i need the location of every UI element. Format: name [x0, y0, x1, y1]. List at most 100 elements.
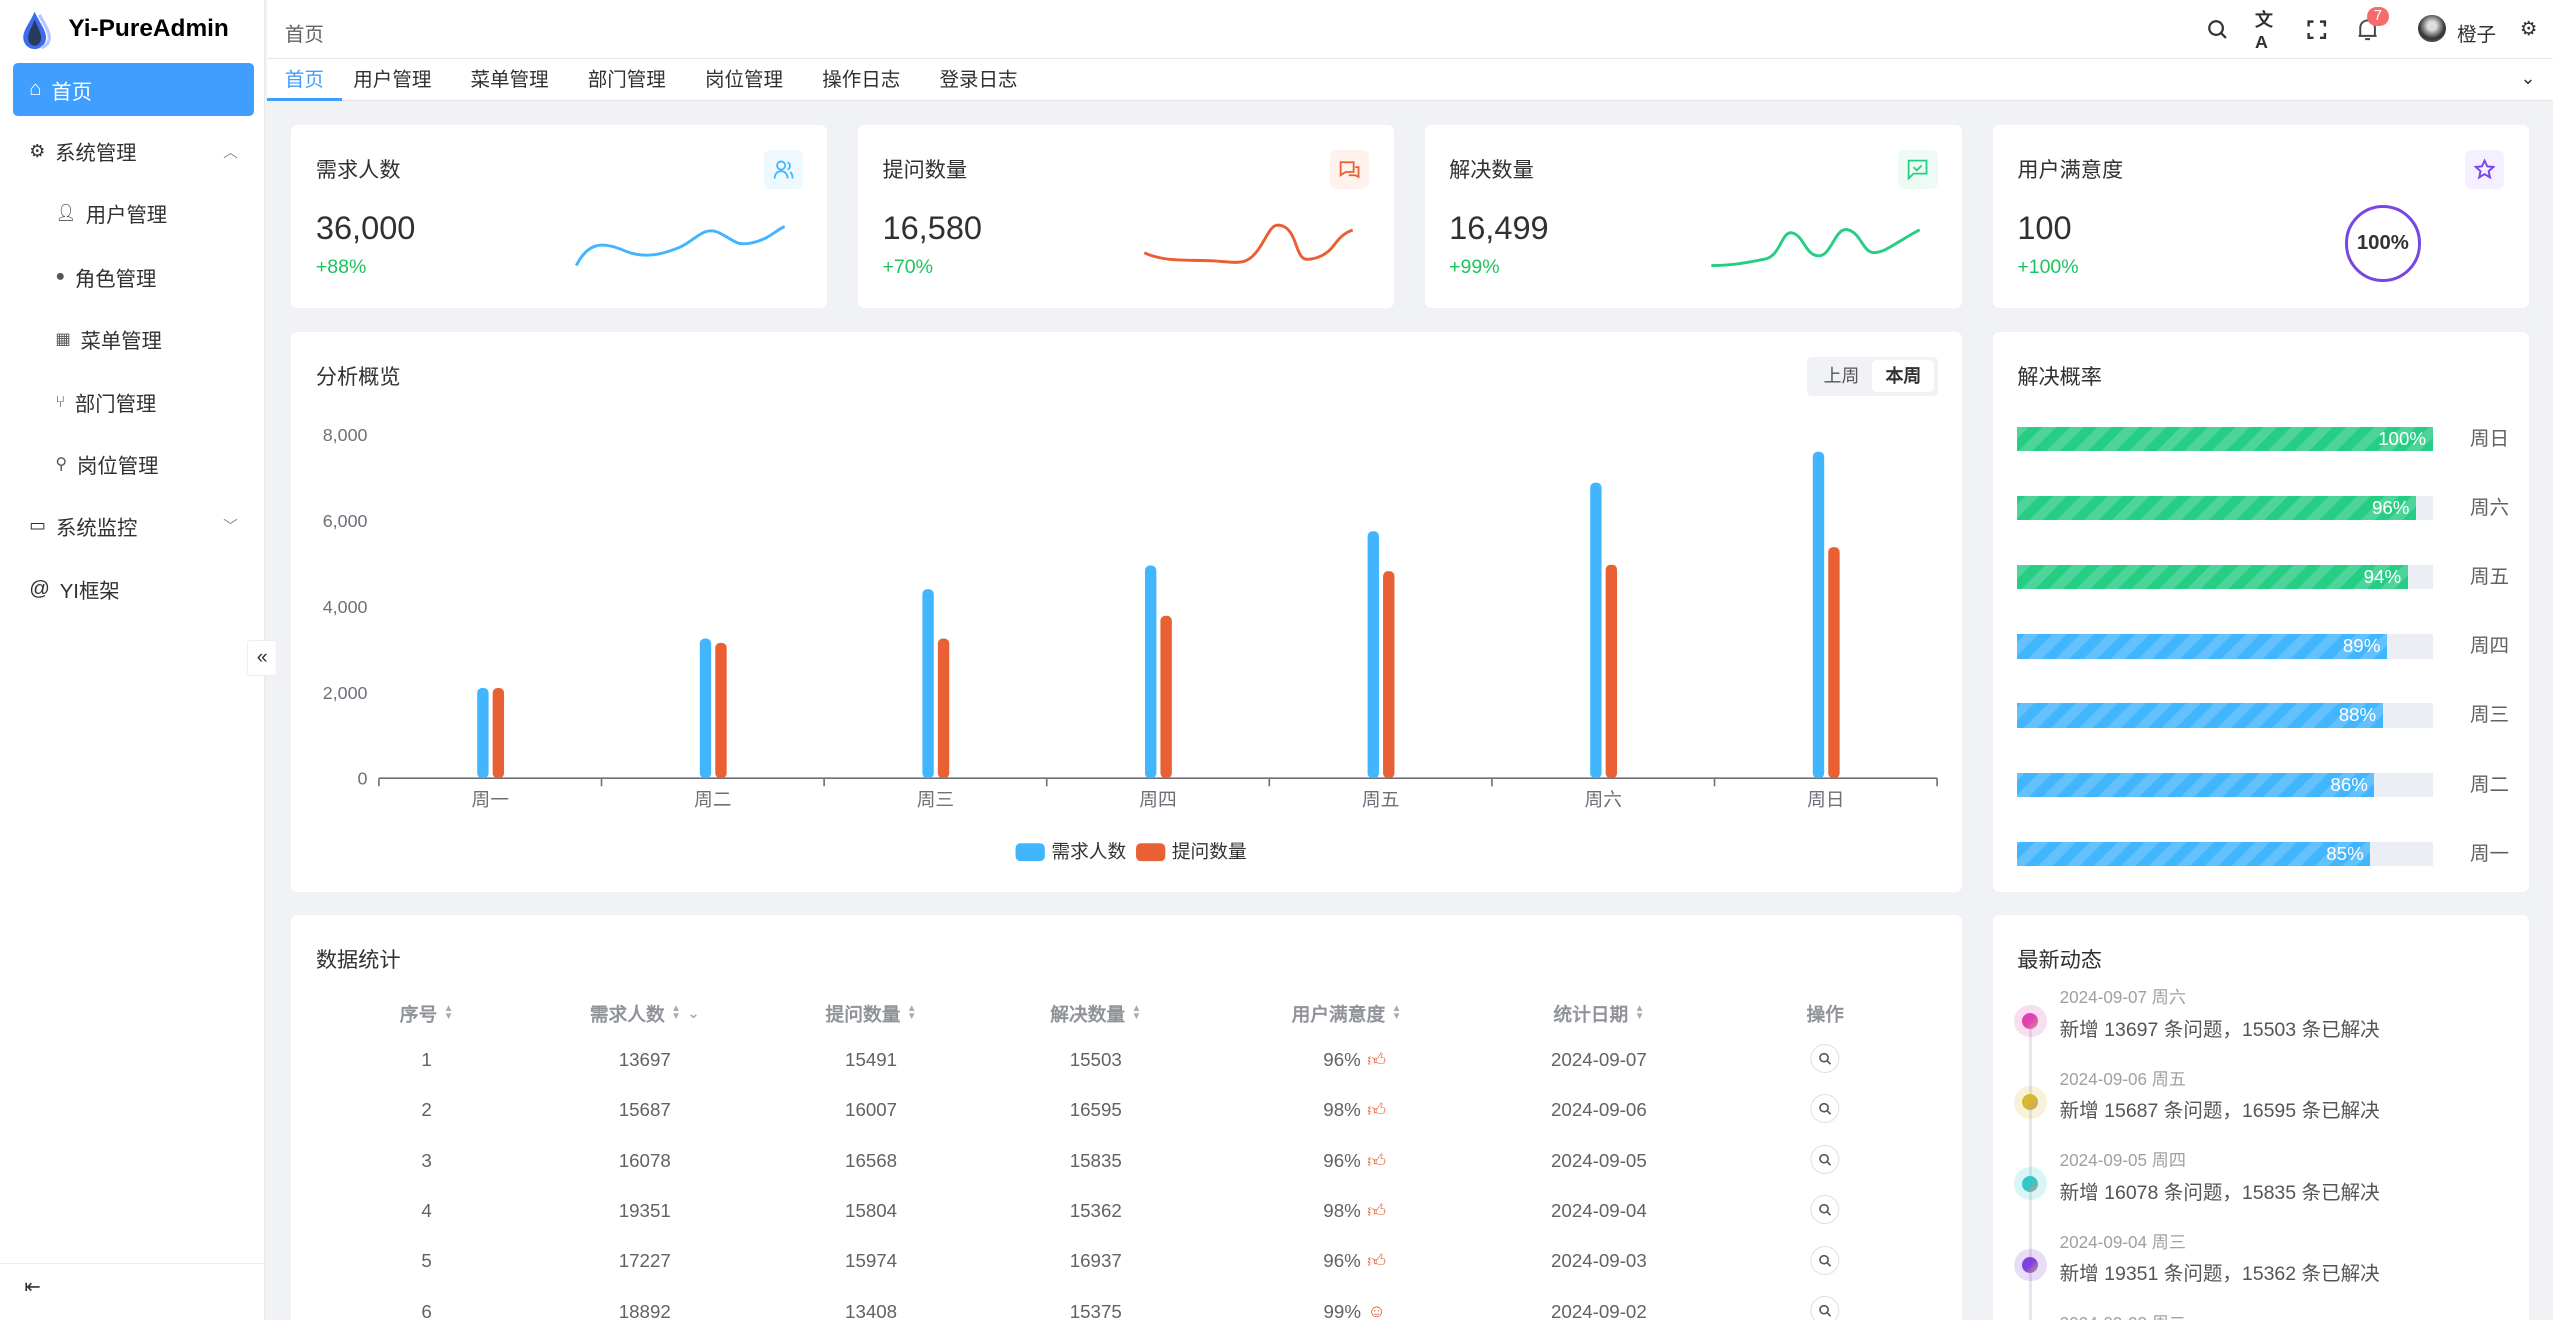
sort-caret-icon[interactable]: ▲ ▼: [906, 1003, 917, 1023]
sort-caret-icon[interactable]: ▲ ▼: [671, 1003, 681, 1023]
tab-departments[interactable]: 部门管理: [587, 68, 666, 91]
star-icon: [2465, 149, 2505, 189]
tab-operation-log[interactable]: 操作日志: [822, 68, 901, 91]
search-icon[interactable]: [2205, 16, 2231, 42]
view-button[interactable]: [1810, 1245, 1840, 1275]
fullscreen-icon[interactable]: [2304, 16, 2330, 42]
sidebar-item-monitor[interactable]: ▭ 系统监控 ﹀: [13, 500, 254, 552]
sidebar-item-yi-framework[interactable]: @ YI框架: [13, 563, 254, 615]
collapse-sidebar-icon[interactable]: ⇤: [24, 1275, 41, 1298]
tabs-dropdown-chevron-icon[interactable]: ⌄: [2520, 68, 2536, 89]
bar-questions[interactable]: [715, 642, 728, 779]
bar-demand[interactable]: [1368, 531, 1380, 779]
filter-chevron-icon[interactable]: ⌄: [687, 1005, 700, 1022]
stat-change: +100%: [2017, 255, 2079, 278]
branch-icon: ⑂: [55, 392, 66, 411]
sidebar-item-menus[interactable]: ▦ 菜单管理: [13, 313, 254, 365]
cell-value: 2024-09-06: [1550, 1099, 1647, 1121]
chat-icon: [1330, 149, 1370, 189]
bar-demand[interactable]: [700, 638, 712, 779]
table-cell: 2024-09-04: [1551, 1200, 1647, 1222]
column-header[interactable]: 解决数量 ▲ ▼: [1050, 1000, 1141, 1027]
legend-swatch: [1015, 843, 1046, 862]
legend-label[interactable]: 需求人数: [1052, 841, 1127, 862]
sidebar-item-label: 角色管理: [74, 268, 157, 291]
tab-menus[interactable]: 菜单管理: [470, 68, 549, 91]
sidebar-item-system[interactable]: ⚙ 系统管理 ︿: [13, 125, 254, 177]
translate-icon[interactable]: 文A: [2255, 9, 2273, 52]
view-button[interactable]: [1810, 1195, 1840, 1225]
sidebar-item-users[interactable]: 👤︎ 用户管理: [13, 187, 254, 239]
cell-value: 2024-09-02: [1550, 1300, 1647, 1320]
rate-day: 周三: [2469, 704, 2509, 727]
sidebar-item-home[interactable]: ⌂ 首页: [13, 63, 254, 116]
rate-fill: 85%: [2017, 841, 2371, 867]
y-tick-label: 2,000: [323, 683, 368, 703]
stat-value: 36,000: [315, 210, 416, 247]
view-button[interactable]: [1810, 1144, 1840, 1174]
rate-progress-bar: 88%: [2017, 703, 2433, 728]
cell-value: 16078: [618, 1149, 671, 1171]
logo[interactable]: Yi-PureAdmin: [20, 10, 229, 49]
settings-gear-icon[interactable]: ⚙: [2519, 18, 2538, 41]
sidebar-item-departments[interactable]: ⑂ 部门管理: [13, 376, 254, 428]
timeline-line: [2028, 1012, 2032, 1320]
bar-questions[interactable]: [1828, 547, 1841, 779]
bar-demand[interactable]: [1813, 451, 1825, 779]
view-button[interactable]: [1810, 1043, 1840, 1073]
last-week-option[interactable]: 上周: [1823, 365, 1860, 386]
view-button[interactable]: [1810, 1094, 1840, 1124]
table-cell: 15974: [845, 1250, 897, 1272]
bar-questions[interactable]: [493, 688, 505, 779]
table-cell: 19351: [619, 1200, 671, 1222]
column-header[interactable]: 统计日期 ▲ ▼: [1553, 1000, 1644, 1027]
this-week-option[interactable]: 本周: [1872, 359, 1935, 393]
bar-questions[interactable]: [1606, 564, 1618, 779]
bar-questions[interactable]: [938, 638, 950, 779]
tab-home[interactable]: 首页: [267, 59, 342, 101]
rate-progress-bar: 100%: [2017, 426, 2433, 451]
column-header[interactable]: 需求人数 ▲ ▼ ⌄: [590, 1000, 700, 1027]
cell-value: 15974: [845, 1250, 898, 1272]
table-cell: 2024-09-03: [1551, 1250, 1647, 1272]
breadcrumb[interactable]: 首页: [284, 23, 324, 46]
sort-caret-icon[interactable]: ▲ ▼: [1634, 1003, 1645, 1023]
bar-demand[interactable]: [922, 589, 935, 779]
table-title: 数据统计: [315, 948, 401, 972]
notification-bell-icon[interactable]: 7: [2354, 6, 2389, 42]
bar-questions[interactable]: [1383, 571, 1395, 779]
bar-demand[interactable]: [1590, 482, 1603, 779]
bar-demand[interactable]: [1145, 565, 1157, 779]
user-name[interactable]: 橙子: [2456, 23, 2496, 46]
collapse-toggle-button[interactable]: «: [247, 639, 277, 676]
sort-caret-icon[interactable]: ▲ ▼: [1131, 1003, 1142, 1023]
column-header-label: 操作: [1806, 1003, 1844, 1025]
table-cell: 13408: [845, 1301, 897, 1320]
sort-caret-icon[interactable]: ▲ ▼: [1391, 1003, 1402, 1023]
view-button[interactable]: [1810, 1296, 1840, 1320]
column-header[interactable]: 序号 ▲ ▼: [400, 1000, 454, 1027]
avatar[interactable]: [2417, 14, 2446, 43]
search-icon: [1810, 1144, 1840, 1174]
bar-demand[interactable]: [477, 688, 490, 779]
sidebar-item-roles[interactable]: ● 角色管理: [13, 251, 254, 303]
timeline-date: 2024-09-03 周二: [2060, 1309, 2186, 1320]
timeline-date: 2024-09-04 周三: [2059, 1232, 2186, 1252]
sidebar-item-posts[interactable]: ⚲ 岗位管理: [13, 438, 254, 490]
bar-questions[interactable]: [1160, 615, 1173, 779]
at-icon: @: [29, 577, 50, 600]
tab-posts[interactable]: 岗位管理: [704, 68, 784, 91]
sidebar-item-label: 系统监控: [55, 517, 138, 540]
column-header[interactable]: 用户满意度 ▲ ▼: [1292, 1000, 1402, 1027]
sort-caret-icon[interactable]: ▲ ▼: [443, 1003, 454, 1023]
stat-value: 16,580: [882, 210, 983, 247]
rate-row: 89% 周四: [2017, 634, 2514, 660]
thumbs-up-icon: 👍︎: [1367, 1200, 1386, 1221]
cell-value: 15491: [845, 1048, 898, 1070]
legend-label[interactable]: 提问数量: [1172, 841, 1247, 862]
tab-users[interactable]: 用户管理: [353, 68, 432, 91]
tab-login-log[interactable]: 登录日志: [939, 68, 1018, 91]
cell-value: 15362: [1069, 1199, 1122, 1221]
column-header[interactable]: 提问数量 ▲ ▼: [826, 1000, 917, 1027]
cell-value: 96%: [1323, 1250, 1361, 1272]
